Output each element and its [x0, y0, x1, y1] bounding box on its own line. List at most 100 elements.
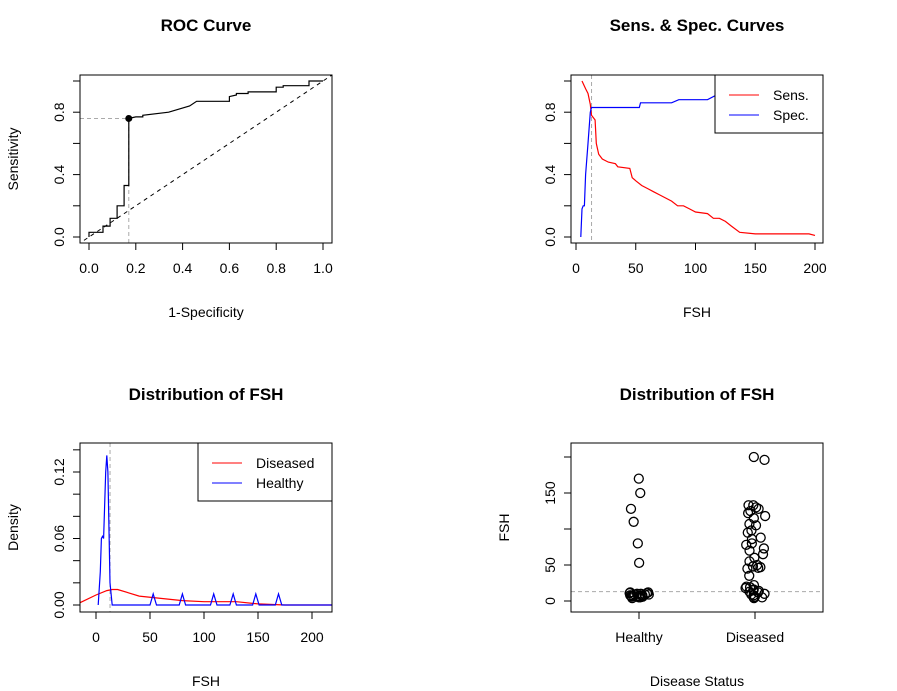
data-point [746, 538, 758, 549]
series-line-roc [88, 80, 323, 237]
y-tick-label: 0.0 [51, 227, 67, 247]
legend: Diseased Healthy [197, 442, 333, 502]
data-point [625, 590, 637, 602]
x-tick-label: 0.2 [126, 260, 146, 276]
legend-label: Spec. [773, 107, 809, 123]
plot-box [570, 442, 824, 613]
x-axis-label: Disease Status [650, 673, 744, 689]
data-point [753, 562, 764, 574]
y-axis: 0.00 0.06 0.12 [51, 449, 81, 619]
y-tick-label: 50 [542, 557, 558, 573]
data-point [744, 570, 755, 581]
x-tick-label: 0.0 [79, 260, 99, 276]
legend-box [714, 74, 824, 134]
plot-area [571, 451, 823, 604]
x-tick-label: 200 [803, 260, 827, 276]
x-tick-label: 0 [92, 629, 100, 645]
plot-area [80, 443, 332, 612]
x-tick-label: 50 [628, 260, 644, 276]
x-tick-label: 100 [192, 629, 216, 645]
x-axis: Healthy Diseased [615, 611, 784, 645]
data-point [759, 454, 770, 466]
x-axis: 0 50 100 150 200 [92, 611, 324, 645]
x-tick-label: 0.4 [173, 260, 193, 276]
data-point [747, 561, 759, 572]
x-axis-label: 1-Specificity [168, 304, 243, 320]
y-tick-label: 0.8 [542, 102, 558, 122]
y-tick-label: 0 [542, 597, 558, 605]
chart-title: Distribution of FSH [129, 385, 284, 404]
y-tick-label: 0.0 [542, 227, 558, 247]
legend-label: Healthy [256, 475, 303, 491]
x-tick-label: 0.8 [266, 260, 286, 276]
x-tick-label: 50 [142, 629, 158, 645]
data-point [741, 539, 752, 550]
x-tick-label: 0.6 [220, 260, 240, 276]
data-point [748, 500, 759, 511]
data-point [759, 510, 771, 522]
plot-area [80, 75, 332, 243]
data-point [632, 538, 643, 549]
chart-title: Sens. & Spec. Curves [610, 16, 785, 35]
data-point [746, 533, 758, 545]
x-tick-label: Healthy [615, 629, 662, 645]
legend: Sens. Spec. [714, 74, 824, 134]
data-point [742, 508, 754, 519]
data-point [744, 582, 756, 593]
optimal-point [125, 114, 133, 122]
x-tick-label: 200 [300, 629, 324, 645]
y-tick-label: 0.4 [51, 165, 67, 185]
x-axis: 0.0 0.2 0.4 0.6 0.8 1.0 [79, 242, 333, 276]
x-tick-label: 100 [684, 260, 708, 276]
data-point [643, 589, 654, 600]
y-axis-label: Density [5, 504, 21, 551]
data-point [633, 592, 644, 603]
data-point [744, 545, 755, 556]
data-point [756, 592, 768, 603]
series-line-sens [581, 80, 816, 236]
series-line-healthy [97, 455, 332, 606]
plot-box [79, 74, 333, 244]
y-axis: 0.0 0.4 0.8 [51, 80, 81, 247]
data-point [627, 592, 638, 604]
x-tick-label: Diseased [726, 629, 784, 645]
data-point [748, 451, 759, 463]
y-axis: 0.0 0.4 0.8 [542, 80, 572, 247]
y-tick-label: 0.4 [542, 165, 558, 185]
x-tick-label: 0 [572, 260, 580, 276]
y-tick-label: 0.00 [51, 591, 67, 618]
data-point [628, 516, 639, 527]
data-point [742, 563, 753, 574]
y-axis: 0 50 150 [542, 456, 572, 605]
data-point [757, 549, 769, 560]
y-tick-label: 0.06 [51, 525, 67, 552]
x-tick-label: 1.0 [313, 260, 333, 276]
reference-diagonal [80, 75, 332, 243]
chart-title: ROC Curve [161, 16, 252, 35]
data-point [750, 502, 762, 513]
legend-label: Diseased [256, 455, 314, 471]
data-point [744, 586, 755, 597]
data-point [625, 503, 637, 514]
series-line-diseased [80, 588, 332, 606]
x-tick-label: 150 [744, 260, 768, 276]
y-axis-label: Sensitivity [5, 127, 21, 190]
panel-4: Distribution of FSH Disease Status FSH Heal… [496, 385, 824, 689]
x-axis: 0 50 100 150 200 [572, 242, 827, 276]
data-point [755, 532, 766, 543]
data-point [633, 557, 645, 568]
y-axis-label: FSH [496, 514, 512, 542]
y-tick-label: 0.8 [51, 102, 67, 122]
data-point [633, 473, 644, 484]
legend-box [197, 442, 333, 502]
data-point [635, 487, 646, 499]
plot-box [570, 74, 824, 244]
y-tick-label: 150 [542, 481, 558, 505]
panel-3: Distribution of FSH FSH Density 0 50 100 150 20… [5, 385, 333, 689]
x-axis-label: FSH [192, 673, 220, 689]
x-tick-label: 150 [246, 629, 270, 645]
y-tick-label: 0.12 [51, 458, 67, 485]
